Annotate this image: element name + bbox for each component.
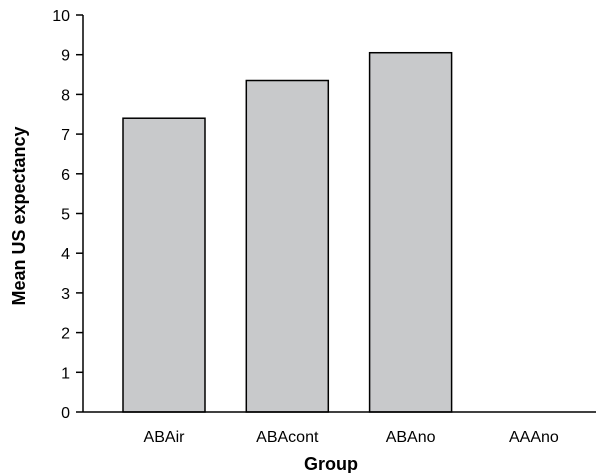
y-tick-label: 3 — [61, 286, 70, 303]
y-tick-label: 2 — [61, 326, 70, 343]
x-tick-label-abacont: ABAcont — [256, 429, 319, 446]
y-tick-label: 5 — [61, 207, 70, 224]
bars — [122, 51, 453, 413]
y-tick-label: 0 — [61, 405, 70, 422]
y-tick-label: 10 — [52, 8, 70, 25]
bar-abano — [368, 51, 453, 413]
y-axis-title: Mean US expectancy — [9, 126, 29, 305]
x-axis-title: Group — [304, 454, 358, 473]
bar-abacont — [245, 79, 330, 413]
x-tick-label-abair: ABAir — [144, 429, 186, 446]
x-axis-tick-labels: ABAir ABAcont ABAno AAAno — [144, 429, 559, 446]
y-tick-label: 8 — [61, 87, 70, 104]
y-tick-label: 4 — [61, 246, 70, 263]
y-tick-label: 6 — [61, 167, 70, 184]
y-tick-label: 7 — [61, 127, 70, 144]
bar-abair — [122, 117, 206, 413]
y-axis-ticks: 0 1 2 3 4 5 6 7 8 9 10 — [52, 8, 83, 422]
x-tick-label-aaano: AAAno — [509, 429, 559, 446]
y-tick-label: 9 — [61, 48, 70, 65]
x-tick-label-abano: ABAno — [386, 429, 436, 446]
y-tick-label: 1 — [61, 365, 70, 382]
